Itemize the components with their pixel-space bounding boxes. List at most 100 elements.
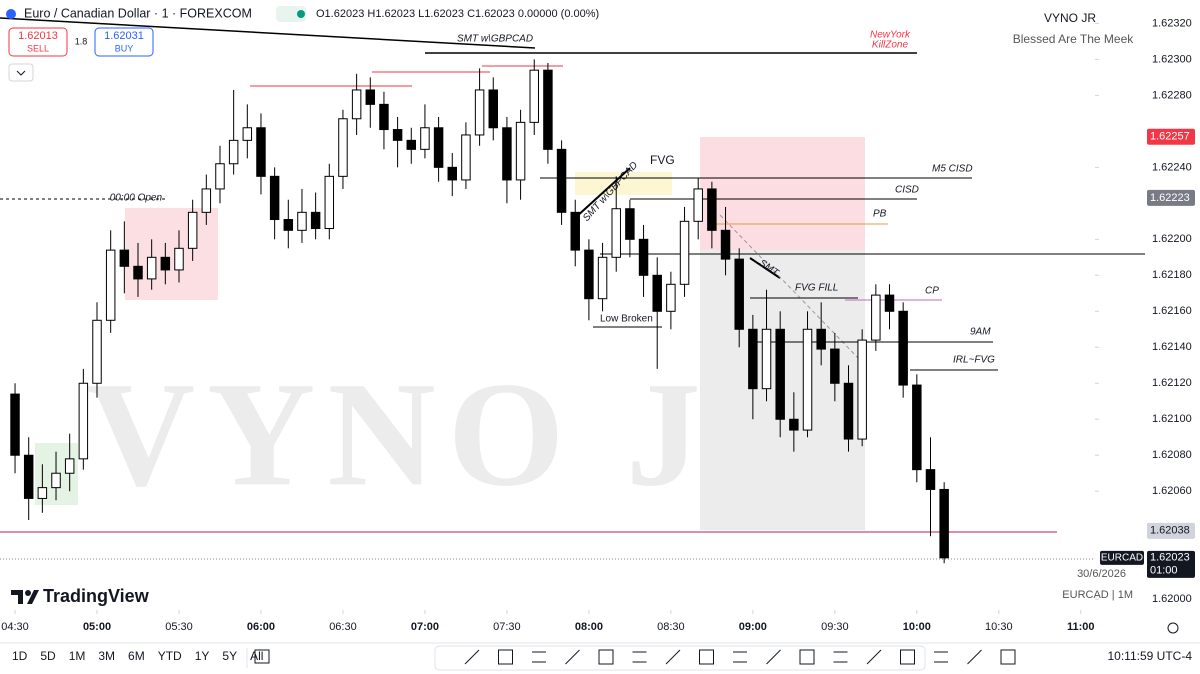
logo-mark [27,590,39,604]
collapse-button[interactable] [8,63,34,82]
tool-glyph [900,649,915,665]
candle-body [679,220,690,285]
tool-icon[interactable] [799,649,815,665]
range-button[interactable]: 5Y [222,649,237,663]
range-button[interactable]: 3M [98,649,115,663]
last-price-box [1147,550,1195,578]
candle-body [187,211,198,249]
buy-button[interactable] [94,27,154,57]
candle-body [611,208,621,258]
buy-price[interactable]: 1.62031 [104,30,144,42]
tool-icon[interactable] [900,649,915,665]
tool-icon[interactable] [866,649,882,665]
candle-body [64,458,75,474]
candles [10,59,949,564]
tool-icon[interactable] [967,649,982,665]
tool-icon[interactable] [464,649,480,665]
x-tick-label: 05:30 [165,621,193,633]
tool-glyph [665,649,681,665]
candle-body [242,127,253,141]
candle-body [925,469,936,490]
range-button[interactable]: 6M [128,649,145,663]
candle-body [816,328,826,350]
price-label: 1.62038 [1150,525,1190,537]
drawing-tools [464,649,1016,665]
annotation: M5 CISD [932,164,973,175]
candle-body [857,339,867,440]
annotation: FVG [650,153,675,167]
candle-body [433,127,444,168]
range-button[interactable]: All [250,649,263,663]
range-button[interactable]: 1M [69,649,86,663]
buy-label[interactable]: BUY [115,43,134,53]
x-tick-label: 10:00 [903,621,931,633]
tool-icon[interactable] [733,651,747,663]
tool-glyph [866,649,882,665]
tool-icon[interactable] [833,651,848,663]
tool-icon[interactable] [766,649,781,665]
candle-body [734,258,744,330]
author-name: VYNO JR [1044,11,1096,25]
candle-body [379,103,389,131]
tool-icon[interactable] [532,651,546,663]
candle-body [228,139,239,165]
tool-icon[interactable] [699,649,714,665]
range-button[interactable]: 1Y [195,649,210,663]
y-tick-label: 1.62140 [1152,341,1192,353]
x-tick-label: 07:30 [493,621,521,633]
price-label: 1.62223 [1150,192,1190,204]
market-status [297,10,305,18]
candle-body [570,211,580,251]
y-tick-label: 1.62080 [1152,449,1192,461]
candle-body [37,487,48,499]
tool-icon[interactable] [565,649,580,665]
tool-icon[interactable] [665,649,681,665]
y-tick-label: 1.62300 [1152,53,1192,65]
candle-body [78,382,89,460]
tool-glyph [565,649,580,665]
candle-body [338,118,348,177]
tool-glyph [766,649,781,665]
date-range-icon[interactable] [254,649,270,664]
tool-icon[interactable] [1000,649,1016,665]
spread: 1.8 [75,36,88,46]
candle-body [23,454,34,499]
logo-mark [25,590,31,596]
range-button[interactable]: 1D [12,649,28,663]
annotation: PB [873,209,887,220]
candle-body [693,188,703,222]
settings-icon[interactable] [1167,622,1179,634]
y-tick-label: 1.62240 [1152,161,1192,173]
annotation: NewYork [870,30,911,41]
candle-body [160,256,171,271]
tool-glyph [498,649,513,665]
candle-body [789,418,799,431]
sell-label[interactable]: SELL [27,43,49,53]
candle-body [707,188,717,231]
y-tick-label: 1.62200 [1152,233,1192,245]
range-button[interactable]: 5D [40,649,56,663]
sell-button[interactable] [8,27,68,57]
candle-body [638,238,649,276]
y-tick-label: 1.62100 [1152,413,1192,425]
candle-body [597,256,608,300]
candle-body [802,328,813,431]
candle-body [666,283,676,312]
watermark: VYNO JR [87,351,833,517]
candle-body [215,163,225,190]
candle-body [119,249,130,267]
background-layer: VYNO JR SMT w\GBPCAD NewYork KillZone 00… [0,17,1145,560]
y-tick-label: 1.62120 [1152,377,1192,389]
candle-body [625,208,635,240]
range-button[interactable]: YTD [158,649,182,663]
tool-icon[interactable] [498,649,513,665]
annotation: 9AM [970,327,991,338]
tool-icon[interactable] [934,651,948,663]
candle-body [283,219,294,231]
sell-price[interactable]: 1.62013 [18,30,58,42]
tool-icon[interactable] [632,651,647,663]
smt-diag-line [574,167,631,219]
candle-body [351,89,362,120]
tool-icon[interactable] [598,649,614,665]
